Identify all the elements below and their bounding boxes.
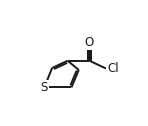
Text: O: O [85,36,94,49]
Text: Cl: Cl [107,62,119,75]
Text: S: S [41,81,48,94]
